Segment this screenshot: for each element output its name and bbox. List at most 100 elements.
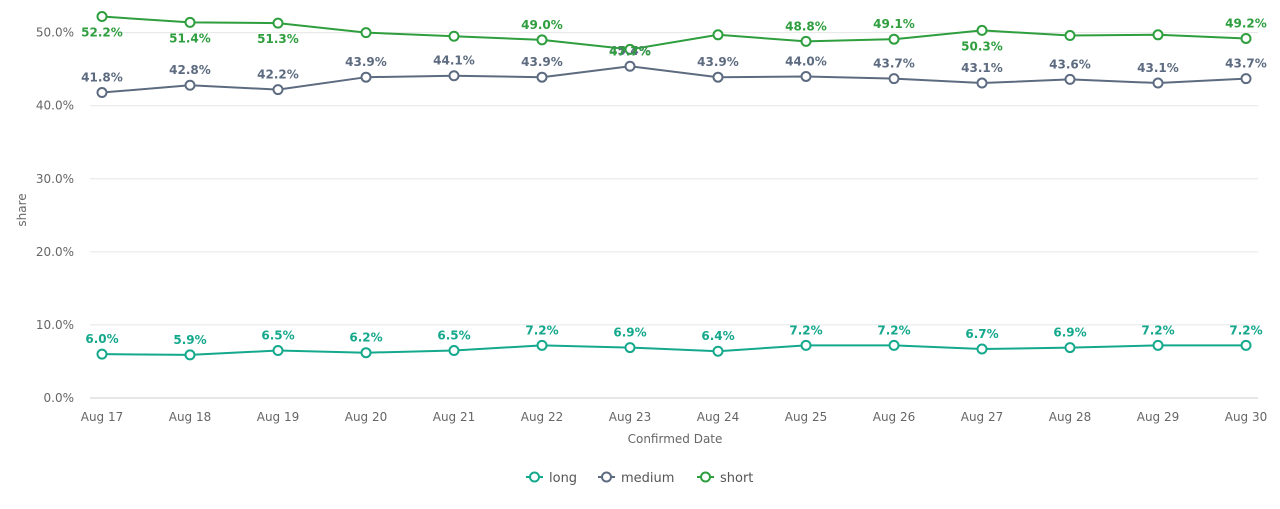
data-label-medium: 43.1% [961,61,1003,75]
data-label-short: 52.2% [81,26,123,40]
legend-item-short[interactable]: short [697,471,753,486]
y-tick-label: 10.0% [36,318,74,332]
data-point-long[interactable] [888,339,900,351]
y-axis: 0.0% 10.0% 20.0% 30.0% 40.0% 50.0% [36,26,74,405]
data-point-long[interactable] [976,343,988,355]
data-point-long[interactable] [536,339,548,351]
legend-label: long [549,471,577,486]
legend: long medium short [526,471,753,486]
data-point-short[interactable] [96,11,108,23]
y-tick-label: 40.0% [36,99,74,113]
data-point-medium[interactable] [800,70,812,82]
data-point-short[interactable] [1152,29,1164,41]
data-point-medium[interactable] [184,79,196,91]
data-point-short[interactable] [800,35,812,47]
series-medium [96,60,1252,99]
data-point-short[interactable] [624,43,636,55]
data-point-long[interactable] [360,347,372,359]
data-label-long: 6.5% [437,329,470,343]
data-label-long: 5.9% [173,333,206,347]
x-tick-label: Aug 22 [521,410,564,424]
legend-label: short [720,471,753,486]
data-label-medium: 44.0% [785,54,827,68]
data-point-medium[interactable] [1152,77,1164,89]
data-point-medium[interactable] [1064,73,1076,85]
series-line-medium [101,65,1247,94]
data-point-medium[interactable] [888,73,900,85]
data-point-short[interactable] [536,34,548,46]
data-label-short: 47.7% [609,44,651,58]
data-point-long[interactable] [272,345,284,356]
x-tick-label: Aug 30 [1225,410,1268,424]
data-label-medium: 42.2% [257,68,299,82]
data-point-short[interactable] [976,24,988,36]
data-point-long[interactable] [1152,339,1164,351]
data-label-medium: 43.7% [1225,57,1267,71]
data-point-short[interactable] [272,17,284,29]
series-line-long [101,344,1246,356]
data-point-medium[interactable] [448,70,460,82]
data-point-medium[interactable] [96,87,108,99]
data-label-short: 49.0% [521,18,563,32]
data-point-long[interactable] [184,349,196,361]
data-point-medium[interactable] [712,71,724,83]
data-point-medium[interactable] [624,60,636,72]
y-tick-label: 50.0% [36,26,74,40]
data-label-medium: 43.9% [521,55,563,69]
grid-layer [90,32,1258,399]
data-label-long: 7.2% [525,323,558,337]
series-line-short [101,15,1247,51]
data-label-long: 6.4% [701,329,734,343]
data-point-short[interactable] [888,33,900,45]
data-point-long[interactable] [624,342,636,354]
data-label-medium: 43.6% [1049,57,1091,71]
y-tick-label: 30.0% [36,172,74,186]
data-point-long[interactable] [96,348,108,360]
data-point-medium[interactable] [272,84,284,96]
data-label-long: 7.2% [1229,323,1262,337]
legend-marker [529,471,540,483]
data-label-short: 50.3% [961,39,1003,53]
data-point-short[interactable] [448,30,460,42]
x-tick-label: Aug 17 [81,410,124,424]
data-label-long: 6.9% [1053,326,1086,340]
x-tick-label: Aug 23 [609,410,652,424]
legend-marker [700,471,711,483]
data-label-long: 7.2% [789,323,822,337]
data-label-medium: 44.1% [433,54,475,68]
data-point-short[interactable] [360,27,372,39]
data-label-short: 51.4% [169,31,211,45]
legend-item-long[interactable]: long [526,471,577,486]
data-label-medium: 43.7% [873,57,915,71]
data-point-long[interactable] [448,345,460,356]
series-short [96,11,1252,55]
data-point-medium[interactable] [1240,73,1252,85]
data-point-long[interactable] [1064,342,1076,354]
y-axis-title: share [15,193,29,226]
x-tick-label: Aug 18 [169,410,212,424]
x-tick-label: Aug 26 [873,410,916,424]
data-point-long[interactable] [1240,339,1252,351]
data-point-short[interactable] [184,16,196,28]
data-point-long[interactable] [800,339,812,351]
data-label-medium: 41.8% [81,71,123,85]
data-label-medium: 43.1% [1137,61,1179,75]
x-tick-label: Aug 19 [257,410,300,424]
data-point-short[interactable] [1240,32,1252,44]
data-label-long: 7.2% [1141,323,1174,337]
x-tick-label: Aug 29 [1137,410,1180,424]
data-point-short[interactable] [1064,30,1076,42]
data-point-medium[interactable] [976,77,988,89]
data-label-medium: 42.8% [169,63,211,77]
data-point-medium[interactable] [536,71,548,83]
data-point-short[interactable] [712,29,724,41]
legend-label: medium [621,471,674,486]
data-label-long: 6.0% [85,332,118,346]
legend-item-medium[interactable]: medium [598,471,674,486]
x-tick-label: Aug 28 [1049,410,1092,424]
data-label-medium: 43.9% [697,55,739,69]
data-point-medium[interactable] [360,71,372,83]
data-point-long[interactable] [712,345,724,357]
data-label-medium: 45.4% [609,44,651,58]
